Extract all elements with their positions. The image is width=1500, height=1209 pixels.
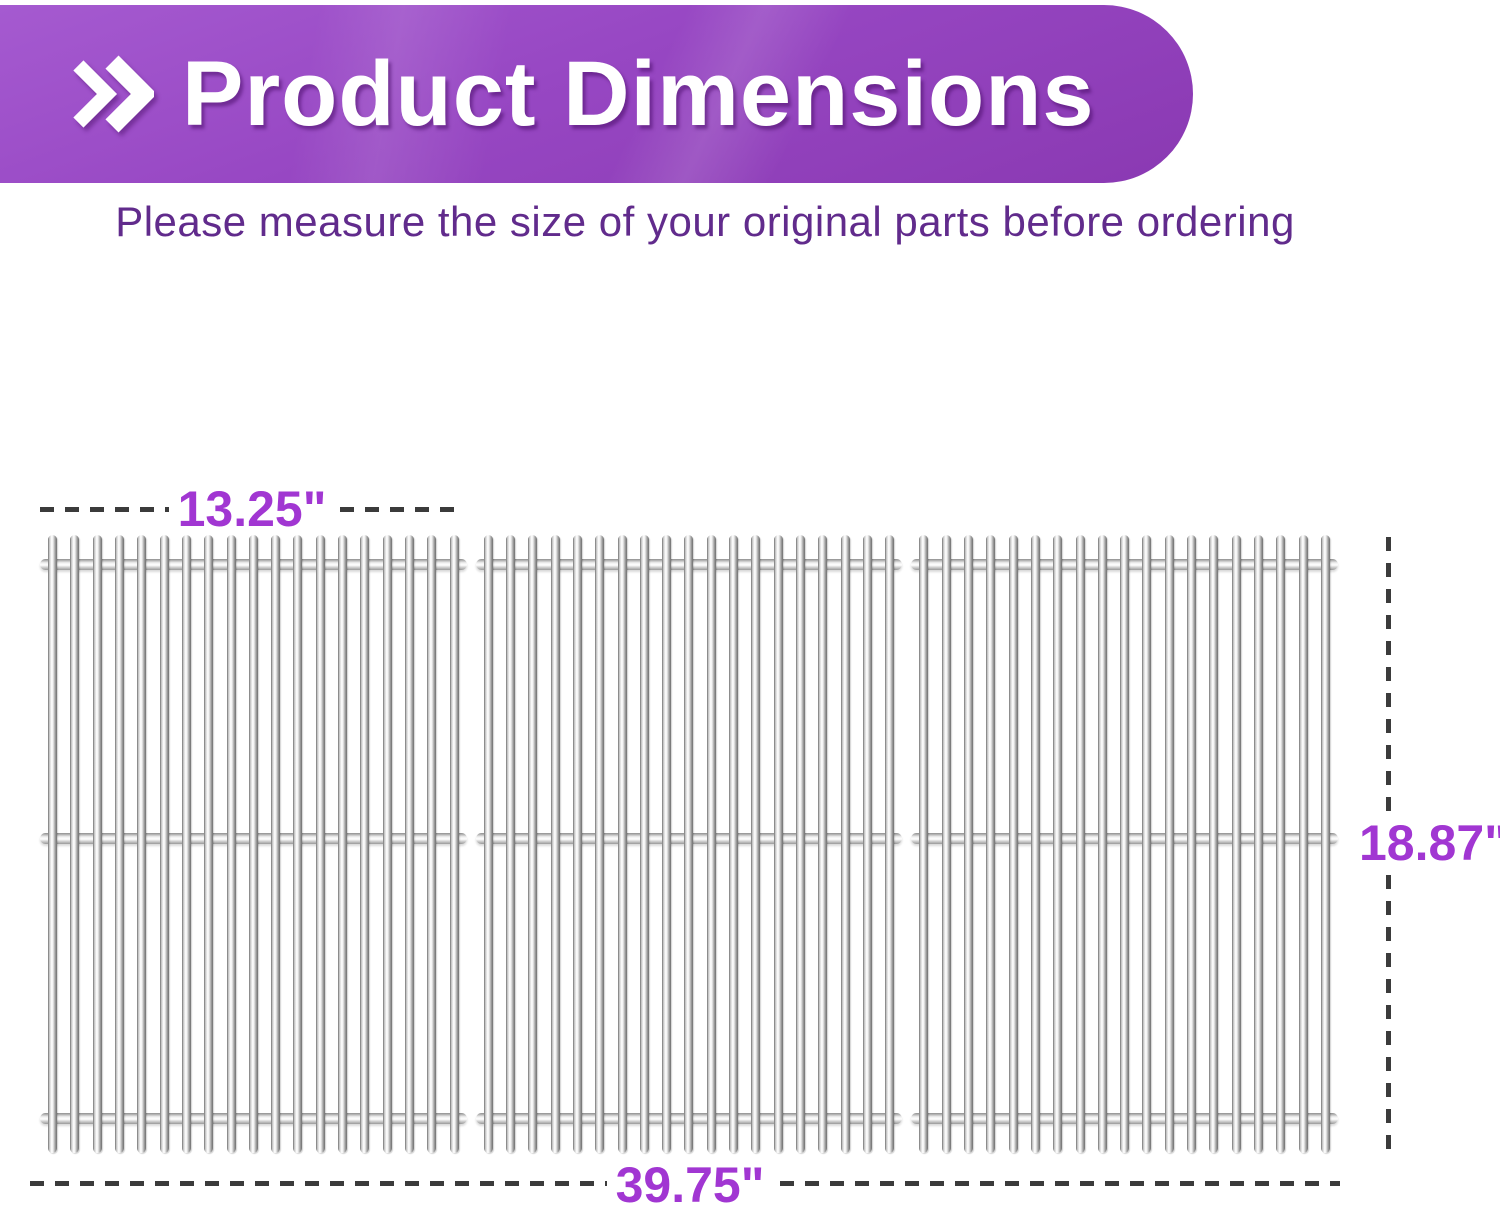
grate-rod <box>773 535 783 1153</box>
grate-panel <box>475 535 903 1153</box>
grate-rod <box>595 535 605 1153</box>
grate-rod <box>1187 535 1197 1153</box>
grate-rod <box>159 535 169 1153</box>
grate-rod <box>1142 535 1152 1153</box>
grate-rod <box>885 535 895 1153</box>
grate-rod <box>92 535 102 1153</box>
grate-width-dimension-label: 13.25" <box>40 481 464 537</box>
grate-rod <box>528 535 538 1153</box>
double-chevron-right-icon <box>73 55 154 133</box>
grate-rod <box>1164 535 1174 1153</box>
grate-rod <box>293 535 303 1153</box>
grate-rod <box>382 535 392 1153</box>
grill-grates <box>40 535 1339 1153</box>
grate-rod <box>1298 535 1308 1153</box>
grate-width-value: 13.25" <box>168 481 336 537</box>
grate-rod <box>449 535 459 1153</box>
grate-rod <box>1231 535 1241 1153</box>
measure-note: Please measure the size of your original… <box>115 198 1295 245</box>
grate-rod <box>181 535 191 1153</box>
grate-rod <box>751 535 761 1153</box>
grate-rod <box>1053 535 1063 1153</box>
grate-rod <box>1320 535 1330 1153</box>
grate-rod <box>505 535 515 1153</box>
height-value: 18.87" <box>1350 815 1500 871</box>
grate-rod <box>1276 535 1286 1153</box>
grate-rod <box>550 535 560 1153</box>
grate-rod <box>941 535 951 1153</box>
page-title: Product Dimensions <box>182 43 1095 145</box>
grate-rod <box>226 535 236 1153</box>
grate-rod <box>271 535 281 1153</box>
grate-rod <box>684 535 694 1153</box>
grate-rod <box>729 535 739 1153</box>
total-width-value: 39.75" <box>606 1157 774 1209</box>
grate-rod <box>338 535 348 1153</box>
grate-rod <box>1075 535 1085 1153</box>
grate-rod <box>1008 535 1018 1153</box>
grate-rod <box>70 535 80 1153</box>
grate-rod <box>427 535 437 1153</box>
grate-rod <box>986 535 996 1153</box>
grate-rod <box>963 535 973 1153</box>
grate-rod <box>248 535 258 1153</box>
grate-rod <box>706 535 716 1153</box>
grate-rod <box>1120 535 1130 1153</box>
grate-rod <box>840 535 850 1153</box>
header-banner: Product Dimensions <box>0 5 1193 183</box>
grate-rod <box>48 535 57 1153</box>
grate-rod <box>639 535 649 1153</box>
grate-rod <box>405 535 414 1153</box>
grate-rod <box>360 535 370 1153</box>
grate-rod <box>818 535 828 1153</box>
grate-rod <box>204 535 214 1153</box>
grate-rod <box>796 535 806 1153</box>
grate-rod <box>862 535 872 1153</box>
grate-panel <box>40 535 467 1153</box>
grate-rod <box>483 535 493 1153</box>
grate-rod <box>617 535 627 1153</box>
grate-rod <box>1097 535 1107 1153</box>
height-dimension-label: 18.87" <box>1350 815 1500 871</box>
grate-rod <box>572 535 582 1153</box>
grate-rod <box>137 535 147 1153</box>
grate-rod <box>919 535 929 1153</box>
grate-rod <box>1254 535 1264 1153</box>
grate-rod <box>662 535 672 1153</box>
total-width-dimension-label: 39.75" <box>40 1157 1340 1209</box>
grate-rod <box>315 535 325 1153</box>
grate-panel <box>911 535 1339 1153</box>
grate-rod <box>1030 535 1040 1153</box>
grate-rod <box>1209 535 1219 1153</box>
grate-rod <box>114 535 124 1153</box>
